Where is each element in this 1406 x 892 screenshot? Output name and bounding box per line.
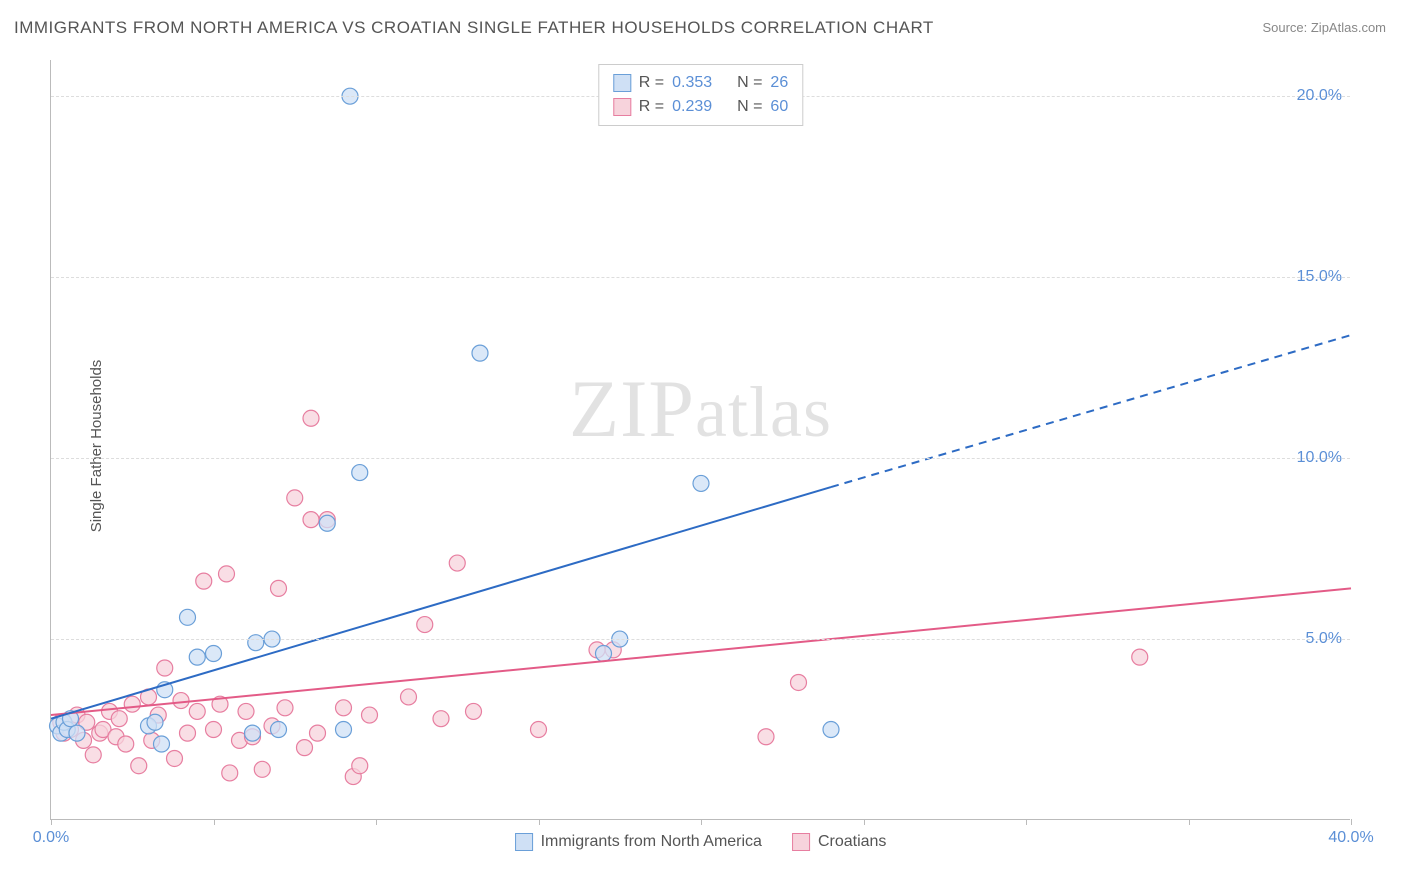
x-tick-mark <box>864 819 865 825</box>
scatter-point-na <box>319 515 335 531</box>
scatter-point-na <box>206 646 222 662</box>
x-tick-label: 40.0% <box>1328 829 1373 847</box>
scatter-point-cr <box>297 740 313 756</box>
scatter-point-cr <box>466 703 482 719</box>
scatter-point-cr <box>219 566 235 582</box>
scatter-point-cr <box>196 573 212 589</box>
scatter-point-cr <box>401 689 417 705</box>
trendline-dash-na <box>831 335 1351 487</box>
scatter-point-cr <box>417 617 433 633</box>
scatter-point-cr <box>189 703 205 719</box>
x-tick-mark <box>214 819 215 825</box>
r-value-na: 0.353 <box>672 71 712 95</box>
x-tick-mark <box>376 819 377 825</box>
scatter-point-cr <box>118 736 134 752</box>
y-tick-label: 20.0% <box>1297 87 1342 105</box>
scatter-point-cr <box>238 703 254 719</box>
swatch-cr <box>613 98 631 116</box>
scatter-point-cr <box>531 722 547 738</box>
series-label-na: Immigrants from North America <box>541 833 762 851</box>
scatter-point-cr <box>433 711 449 727</box>
trendline-na <box>51 487 831 719</box>
x-tick-mark <box>51 819 52 825</box>
scatter-point-cr <box>362 707 378 723</box>
chart-title: IMMIGRANTS FROM NORTH AMERICA VS CROATIA… <box>14 18 934 38</box>
swatch-cr-bottom <box>792 833 810 851</box>
scatter-point-cr <box>352 758 368 774</box>
scatter-svg <box>51 60 1350 819</box>
swatch-na <box>613 74 631 92</box>
scatter-point-cr <box>222 765 238 781</box>
scatter-point-cr <box>173 693 189 709</box>
y-tick-label: 5.0% <box>1306 630 1342 648</box>
scatter-point-cr <box>310 725 326 741</box>
scatter-point-cr <box>303 512 319 528</box>
legend-item-na: Immigrants from North America <box>515 833 762 851</box>
scatter-point-cr <box>167 750 183 766</box>
y-tick-label: 10.0% <box>1297 449 1342 467</box>
scatter-point-na <box>596 646 612 662</box>
n-value-cr: 60 <box>770 95 788 119</box>
scatter-point-na <box>69 725 85 741</box>
scatter-point-na <box>693 475 709 491</box>
scatter-point-na <box>147 714 163 730</box>
series-label-cr: Croatians <box>818 833 886 851</box>
x-tick-mark <box>1351 819 1352 825</box>
scatter-point-na <box>154 736 170 752</box>
chart-plot-area: ZIPatlas R = 0.353 N = 26 R = 0.239 N = … <box>50 60 1350 820</box>
scatter-point-cr <box>206 722 222 738</box>
legend-row-cr: R = 0.239 N = 60 <box>613 95 788 119</box>
x-tick-mark <box>701 819 702 825</box>
scatter-point-cr <box>277 700 293 716</box>
scatter-point-na <box>472 345 488 361</box>
legend-row-na: R = 0.353 N = 26 <box>613 71 788 95</box>
swatch-na-bottom <box>515 833 533 851</box>
correlation-legend: R = 0.353 N = 26 R = 0.239 N = 60 <box>598 64 803 126</box>
scatter-point-cr <box>85 747 101 763</box>
series-legend: Immigrants from North America Croatians <box>515 833 887 851</box>
y-tick-label: 15.0% <box>1297 268 1342 286</box>
gridline-h <box>51 277 1350 278</box>
scatter-point-na <box>823 722 839 738</box>
scatter-point-cr <box>131 758 147 774</box>
x-tick-mark <box>1026 819 1027 825</box>
scatter-point-na <box>189 649 205 665</box>
scatter-point-na <box>248 635 264 651</box>
scatter-point-cr <box>791 674 807 690</box>
r-value-cr: 0.239 <box>672 95 712 119</box>
scatter-point-cr <box>287 490 303 506</box>
scatter-point-cr <box>1132 649 1148 665</box>
scatter-point-cr <box>254 761 270 777</box>
trendline-cr <box>51 588 1351 715</box>
scatter-point-cr <box>758 729 774 745</box>
scatter-point-cr <box>449 555 465 571</box>
scatter-point-cr <box>271 580 287 596</box>
x-tick-mark <box>1189 819 1190 825</box>
legend-item-cr: Croatians <box>792 833 886 851</box>
x-tick-mark <box>539 819 540 825</box>
scatter-point-na <box>336 722 352 738</box>
n-value-na: 26 <box>770 71 788 95</box>
scatter-point-cr <box>124 696 140 712</box>
scatter-point-cr <box>303 410 319 426</box>
scatter-point-na <box>271 722 287 738</box>
scatter-point-cr <box>157 660 173 676</box>
scatter-point-cr <box>336 700 352 716</box>
x-tick-label: 0.0% <box>33 829 69 847</box>
gridline-h <box>51 639 1350 640</box>
source-attribution: Source: ZipAtlas.com <box>1262 20 1386 35</box>
scatter-point-na <box>245 725 261 741</box>
scatter-point-na <box>180 609 196 625</box>
scatter-point-cr <box>180 725 196 741</box>
gridline-h <box>51 458 1350 459</box>
scatter-point-na <box>352 465 368 481</box>
scatter-point-cr <box>111 711 127 727</box>
